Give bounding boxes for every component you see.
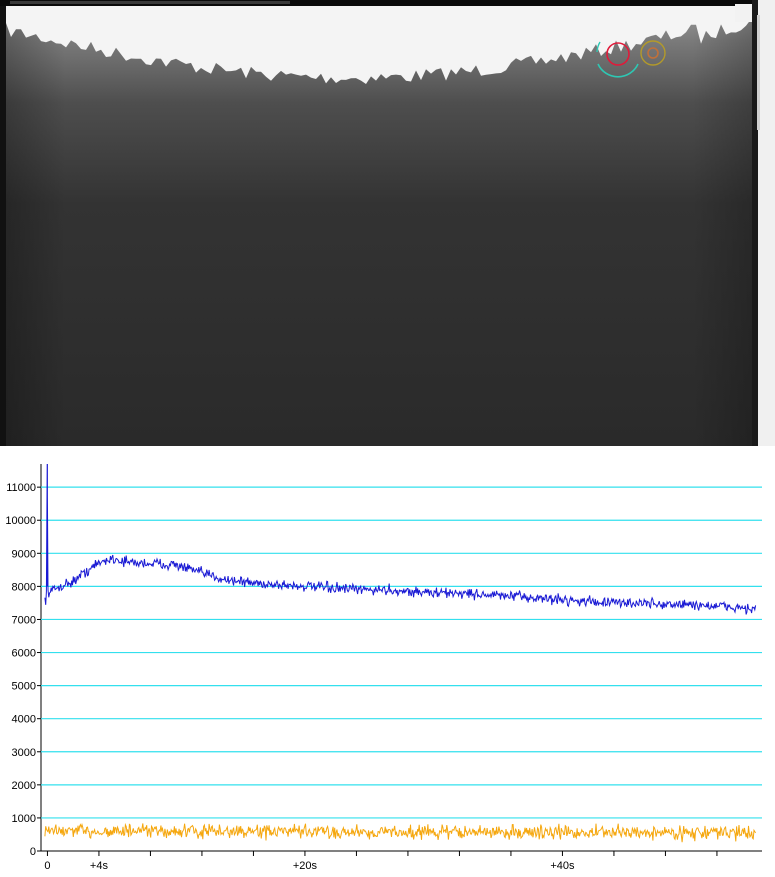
viewer-right-border <box>752 0 758 446</box>
y-tick-label: 10000 <box>5 515 36 527</box>
roi-2[interactable] <box>640 40 666 66</box>
viewer-left-border <box>0 0 6 446</box>
y-tick-label: 3000 <box>12 747 36 759</box>
background-trace-line <box>44 822 757 843</box>
y-tick-label: 4000 <box>12 714 36 726</box>
roi-2-inner-circle[interactable] <box>647 47 659 59</box>
trace-plot-panel: 0 1000 2000 3000 4000 5000 6000 7000 8000 9000 100… <box>0 446 775 877</box>
y-tick-label: 9000 <box>12 548 36 560</box>
y-tick-label: 8000 <box>12 581 36 593</box>
image-corner-highlight <box>735 4 752 22</box>
viewer-title-strip <box>10 1 290 4</box>
x-tick-labels: 0 +4s +20s +40s <box>44 851 718 872</box>
y-tick-label: 11000 <box>6 482 36 494</box>
viewer-top-border <box>0 0 775 6</box>
viewer-scrollbar[interactable] <box>758 0 775 446</box>
roi-1-outer-ring[interactable] <box>597 63 639 78</box>
y-tick-labels: 0 1000 2000 3000 4000 5000 6000 7000 8000 9000 100… <box>5 482 41 858</box>
y-tick-label: 2000 <box>12 780 36 792</box>
image-canvas[interactable] <box>0 0 775 446</box>
roi-1[interactable] <box>596 41 639 78</box>
signal-trace-line <box>44 463 757 615</box>
intensity-trace-chart: 0 1000 2000 3000 4000 5000 6000 7000 8000 9000 100… <box>5 463 762 872</box>
y-tick-label: 6000 <box>12 648 36 660</box>
roi-1-outer-ring-top[interactable] <box>596 41 601 53</box>
series-traces <box>44 463 757 843</box>
y-tick-label: 1000 <box>12 813 36 825</box>
y-tick-label: 7000 <box>12 614 36 626</box>
image-viewer[interactable] <box>0 0 775 446</box>
x-tick-label: 0 <box>44 860 50 872</box>
x-tick-label: +4s <box>90 860 109 872</box>
y-tick-label: 5000 <box>12 681 36 693</box>
bright-cell-edge <box>6 6 752 84</box>
roi-1-inner-circle[interactable] <box>606 42 630 66</box>
x-tick-label: +40s <box>550 860 575 872</box>
y-tick-label: 0 <box>30 846 36 858</box>
grid-lines <box>41 486 762 819</box>
roi-2-outer-ring[interactable] <box>640 40 666 66</box>
viewer-scrollbar-thumb[interactable] <box>757 15 760 130</box>
x-tick-label: +20s <box>293 860 318 872</box>
image-vignette <box>6 6 752 446</box>
